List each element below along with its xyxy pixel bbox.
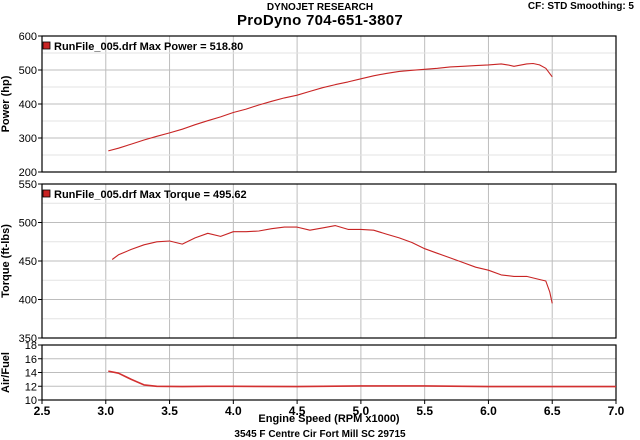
y-tick-label: 16 [25, 354, 37, 366]
torque-curve [111, 225, 553, 304]
x-tick-label: 6.0 [480, 404, 497, 418]
y-tick-label: 18 [25, 340, 37, 352]
company-name: DYNOJET RESEARCH [266, 2, 374, 13]
y-tick-label: 10 [25, 395, 37, 407]
y-tick-label: 12 [25, 381, 37, 393]
legend-label: RunFile_005.drf Max Power = 518.80 [54, 41, 243, 53]
y-tick-label: 400 [19, 295, 37, 307]
footer-address: 3545 F Centre Cir Fort Mill SC 29715 [234, 429, 406, 440]
torque-panel: 350 400 450 500 550 Torque (ft-lbs) RunFile_00… [0, 179, 617, 345]
x-tick-label: 3.0 [97, 404, 114, 418]
y-tick-label: 450 [19, 256, 37, 268]
y-axis-label: Torque (ft-lbs) [0, 224, 12, 298]
y-tick-label: 500 [19, 65, 37, 77]
y-tick-label: 200 [19, 167, 37, 179]
y-tick-label: 400 [19, 99, 37, 111]
x-tick-label: 4.5 [289, 404, 306, 418]
correction-settings: CF: STD Smoothing: 5 [527, 1, 634, 12]
y-axis-label: Power (hp) [0, 75, 12, 132]
y-axis-label: Air/Fuel [0, 352, 12, 393]
y-tick-label: 14 [25, 368, 37, 380]
x-tick-label: 6.5 [544, 404, 561, 418]
power-panel: 200 300 400 500 600 Power (hp) RunFile_005.drf… [0, 31, 617, 179]
legend-swatch [42, 41, 51, 50]
y-tick-label: 350 [19, 333, 37, 345]
y-tick-label: 600 [19, 31, 37, 43]
power-curve [108, 62, 553, 152]
x-axis-label: Engine Speed (RPM x1000) [258, 413, 400, 425]
x-tick-label: 7.0 [608, 404, 625, 418]
x-tick-label: 4.0 [225, 404, 242, 418]
legend-label: RunFile_005.drf Max Torque = 495.62 [54, 189, 247, 201]
chart-title: ProDyno 704-651-3807 [236, 12, 404, 29]
air-fuel-curve [108, 370, 616, 388]
x-tick-label: 5.0 [353, 404, 370, 418]
y-tick-label: 550 [19, 179, 37, 191]
y-tick-label: 500 [19, 218, 37, 230]
legend-swatch [42, 189, 51, 198]
x-tick-label: 2.5 [34, 404, 51, 418]
y-tick-label: 300 [19, 133, 37, 145]
x-tick-label: 3.5 [161, 404, 178, 418]
x-tick-label: 5.5 [416, 404, 433, 418]
